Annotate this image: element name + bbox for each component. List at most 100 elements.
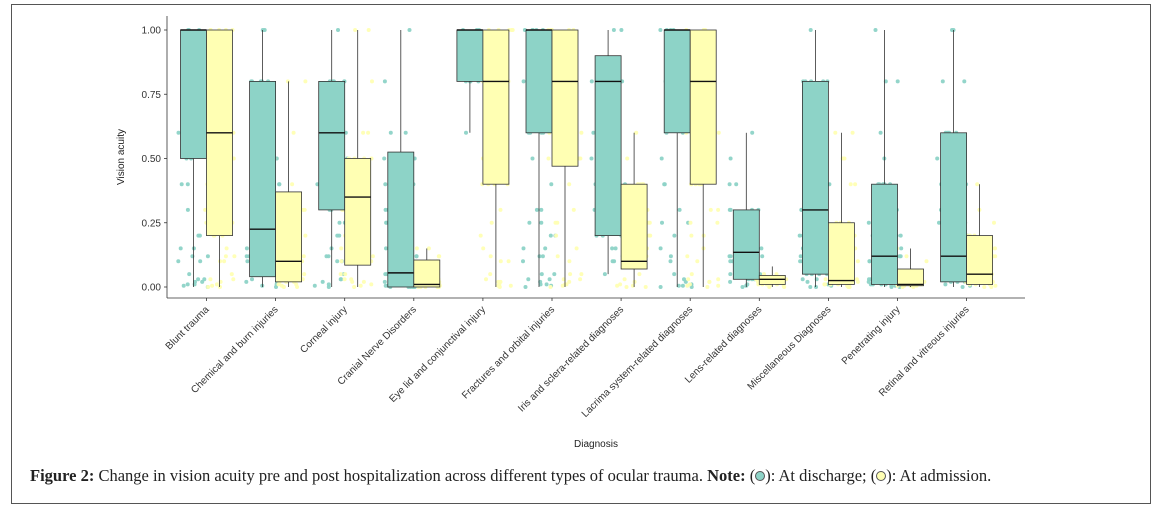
box-discharge-iqr <box>525 29 553 134</box>
jitter-point-discharge <box>935 156 940 161</box>
box-admission <box>828 132 855 287</box>
jitter-point-discharge <box>403 130 408 135</box>
x-tick-label: Corneal injury <box>298 304 349 355</box>
jitter-point-admission <box>232 254 237 259</box>
jitter-point-discharge <box>659 156 664 161</box>
jitter-point-admission <box>701 233 706 238</box>
jitter-point-discharge <box>960 285 965 289</box>
box-admission-iqr <box>828 222 855 285</box>
jitter-point-admission <box>426 246 431 251</box>
jitter-point-discharge <box>337 220 342 225</box>
jitter-point-admission <box>339 259 344 264</box>
jitter-point-admission <box>688 220 693 225</box>
box-discharge <box>387 30 415 288</box>
jitter-point-admission <box>975 182 980 187</box>
jitter-point-discharge <box>662 182 667 187</box>
y-tick-label: 1.00 <box>142 26 162 37</box>
jitter-point-discharge <box>658 285 663 289</box>
jitter-point-discharge <box>336 28 340 32</box>
jitter-point-discharge <box>660 220 664 225</box>
box-admission <box>689 29 717 287</box>
box-admission <box>344 30 372 287</box>
jitter-point-admission <box>437 254 442 259</box>
box-discharge-iqr <box>663 29 691 134</box>
jitter-point-admission <box>361 279 366 284</box>
jitter-point-admission <box>571 207 576 212</box>
jitter-point-admission <box>924 259 929 264</box>
jitter-point-discharge <box>611 28 616 32</box>
box-admission <box>897 248 924 287</box>
jitter-point-discharge <box>245 259 250 264</box>
box-admission <box>275 81 303 287</box>
jitter-point-admission <box>206 285 211 289</box>
jitter-point-discharge <box>179 182 184 187</box>
y-tick-label: 0.00 <box>142 283 162 294</box>
jitter-point-discharge <box>181 283 186 288</box>
jitter-point-discharge <box>414 254 419 259</box>
jitter-point-admission <box>484 277 488 282</box>
jitter-point-discharge <box>866 220 871 225</box>
jitter-point-admission <box>414 246 419 251</box>
jitter-point-admission <box>716 283 721 288</box>
jitter-point-discharge <box>800 277 805 282</box>
jitter-point-discharge <box>898 233 903 238</box>
jitter-point-admission <box>689 272 694 277</box>
box-discharge-iqr <box>249 81 277 278</box>
jitter-point-admission <box>686 277 691 282</box>
jitter-point-admission <box>993 254 998 259</box>
jitter-point-discharge <box>388 130 393 135</box>
jitter-point-discharge <box>198 259 203 264</box>
jitter-point-admission <box>993 246 997 251</box>
jitter-point-admission <box>218 259 223 264</box>
jitter-point-discharge <box>962 79 967 84</box>
jitter-point-admission <box>646 233 651 238</box>
jitter-point-admission <box>496 279 501 284</box>
jitter-point-discharge <box>534 207 539 212</box>
jitter-point-admission <box>716 130 721 135</box>
jitter-point-admission <box>904 254 909 259</box>
jitter-point-discharge <box>943 282 948 287</box>
jitter-point-admission <box>618 282 623 287</box>
jitter-point-discharge <box>940 79 945 84</box>
jitter-point-admission <box>579 130 584 135</box>
jitter-point-discharge <box>544 282 549 287</box>
caption-note-label: Note: <box>707 466 746 485</box>
jitter-point-discharge <box>196 277 201 282</box>
jitter-point-admission <box>508 283 513 288</box>
jitter-point-admission <box>223 254 228 259</box>
jitter-point-admission <box>568 272 573 277</box>
jitter-point-admission <box>302 272 307 277</box>
jitter-point-discharge <box>814 285 818 289</box>
jitter-point-discharge <box>530 156 535 161</box>
box-admission <box>758 266 786 287</box>
jitter-point-discharge <box>867 277 871 282</box>
jitter-point-discharge <box>750 130 755 135</box>
jitter-point-discharge <box>808 285 813 289</box>
jitter-point-discharge <box>613 246 618 251</box>
box-discharge <box>456 29 484 133</box>
jitter-point-admission <box>982 285 987 289</box>
box-layer <box>180 29 993 288</box>
jitter-point-admission <box>855 259 860 264</box>
jitter-point-admission <box>637 272 642 277</box>
jitter-point-admission <box>301 207 306 212</box>
jitter-point-admission <box>343 272 348 277</box>
jitter-point-admission <box>369 282 374 287</box>
jitter-point-admission <box>546 156 551 161</box>
jitter-point-admission <box>646 220 651 225</box>
caption-figure-label: Figure 2: <box>30 466 95 485</box>
box-discharge-iqr <box>456 29 484 82</box>
box-admission <box>413 248 441 288</box>
box-admission-iqr <box>897 268 924 287</box>
jitter-point-discharge <box>523 285 528 289</box>
jitter-point-admission <box>555 254 560 259</box>
jitter-point-admission <box>833 130 838 135</box>
jitter-point-admission <box>643 285 648 289</box>
jitter-point-admission <box>850 130 855 135</box>
jitter-point-admission <box>488 254 493 259</box>
jitter-point-discharge <box>549 182 554 187</box>
jitter-point-admission <box>290 182 295 187</box>
jitter-point-admission <box>625 156 630 161</box>
jitter-point-admission <box>352 285 357 289</box>
jitter-point-admission <box>854 277 859 282</box>
